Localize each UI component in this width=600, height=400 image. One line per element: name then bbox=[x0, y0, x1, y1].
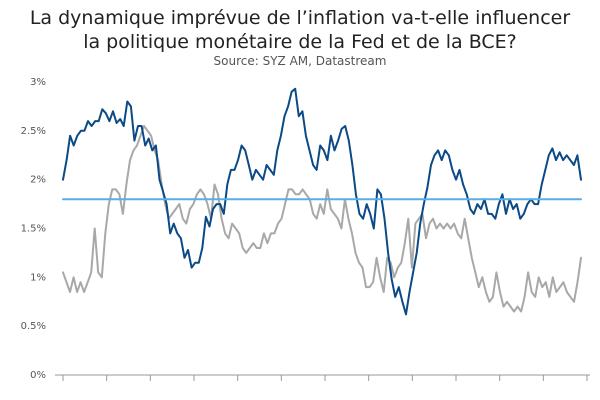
y-tick-label: 0% bbox=[30, 370, 46, 381]
y-tick-label: 2% bbox=[30, 175, 46, 186]
chart-title: La dynamique imprévue de l’inflation va-… bbox=[0, 6, 600, 54]
y-tick-label: 2.5% bbox=[21, 126, 46, 137]
y-tick-label: 1% bbox=[30, 272, 46, 283]
y-tick-label: 0.5% bbox=[21, 321, 46, 332]
chart-title-line-2: la politique monétaire de la Fed et de l… bbox=[83, 31, 517, 53]
chart-subtitle: Source: SYZ AM, Datastream bbox=[213, 54, 387, 68]
series-line-dark bbox=[62, 87, 582, 316]
series-line-grey bbox=[62, 125, 582, 313]
x-axis bbox=[55, 374, 590, 381]
chart-title-line-1: La dynamique imprévue de l’inflation va-… bbox=[29, 7, 571, 29]
y-tick-label: 1.5% bbox=[21, 224, 46, 235]
y-axis-labels: 0% 0.5% 1% 1.5% 2% 2.5% 3% bbox=[21, 77, 46, 381]
y-tick-label: 3% bbox=[30, 77, 46, 88]
series-layer bbox=[62, 87, 582, 316]
